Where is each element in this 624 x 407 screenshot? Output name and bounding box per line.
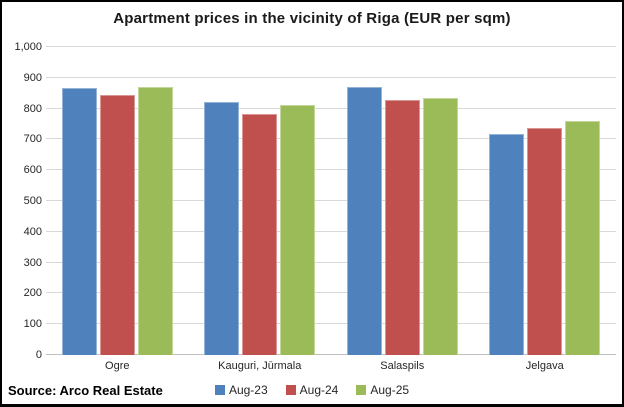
y-tick-label: 0 bbox=[35, 349, 42, 361]
y-tick-label: 600 bbox=[23, 164, 42, 177]
y-tick-label: 300 bbox=[23, 256, 42, 269]
gridline bbox=[46, 292, 616, 294]
x-axis-labels: Ogre Kauguri, Jūrmala Salaspils Jelgava bbox=[46, 360, 616, 372]
bar-groups bbox=[46, 47, 616, 355]
bar-group bbox=[331, 47, 474, 355]
legend-label: Aug-23 bbox=[228, 383, 268, 397]
bar-aug-23-3 bbox=[346, 87, 382, 355]
category-label: Salaspils bbox=[380, 360, 425, 372]
plot-area bbox=[46, 46, 616, 355]
category-label: Jelgava bbox=[525, 360, 564, 372]
legend-label: Aug-24 bbox=[299, 383, 339, 397]
y-tick-label: 500 bbox=[23, 195, 42, 207]
gridline bbox=[46, 107, 616, 109]
category-label: Ogre bbox=[105, 360, 130, 372]
y-tick-label: 800 bbox=[23, 102, 42, 115]
source-note: Source: Arco Real Estate bbox=[8, 383, 163, 398]
legend-item: Aug-24 bbox=[285, 383, 339, 397]
bar-aug-24-2 bbox=[242, 114, 278, 355]
x-axis-line bbox=[46, 354, 616, 355]
bar-aug-25-3 bbox=[422, 97, 458, 355]
gridline bbox=[46, 230, 616, 232]
bar-aug-24-4 bbox=[527, 128, 563, 355]
gridline bbox=[46, 169, 616, 171]
legend-swatch-icon bbox=[285, 385, 296, 395]
bar-group bbox=[474, 47, 617, 355]
y-tick-label: 100 bbox=[23, 318, 42, 331]
y-tick-label: 700 bbox=[23, 133, 42, 146]
legend-swatch-icon bbox=[214, 385, 225, 395]
bar-group bbox=[189, 47, 332, 355]
legend-item: Aug-25 bbox=[356, 383, 409, 397]
y-tick-label: 900 bbox=[23, 71, 42, 84]
bar-aug-25-1 bbox=[137, 86, 173, 355]
bar-aug-25-4 bbox=[565, 120, 601, 355]
category-label: Kauguri, Jūrmala bbox=[218, 360, 302, 372]
gridline bbox=[46, 76, 616, 78]
bar-aug-23-4 bbox=[489, 134, 525, 355]
gridline bbox=[46, 261, 616, 263]
chart-title: Apartment prices in the vicinity of Riga… bbox=[113, 10, 511, 27]
gridline bbox=[46, 323, 616, 325]
legend: Aug-23 Aug-24 Aug-25 bbox=[2, 383, 622, 397]
legend-item: Aug-23 bbox=[214, 383, 268, 397]
gridline bbox=[46, 200, 616, 201]
bar-aug-23-1 bbox=[61, 87, 97, 355]
y-tick-label: 400 bbox=[23, 225, 42, 238]
bar-aug-25-2 bbox=[280, 104, 316, 355]
y-tick-label: 200 bbox=[23, 287, 42, 300]
bar-aug-23-2 bbox=[204, 101, 240, 355]
y-tick-label: 1,000 bbox=[14, 41, 42, 53]
gridline bbox=[46, 138, 616, 140]
legend-label: Aug-25 bbox=[370, 383, 410, 397]
gridline bbox=[46, 46, 616, 47]
y-axis: 0 100 200 300 400 500 600 700 800 900 1,000 bbox=[4, 41, 42, 361]
bar-aug-24-1 bbox=[99, 94, 135, 355]
legend-swatch-icon bbox=[356, 385, 367, 395]
bar-aug-24-3 bbox=[384, 100, 420, 355]
bar-group bbox=[46, 47, 189, 355]
